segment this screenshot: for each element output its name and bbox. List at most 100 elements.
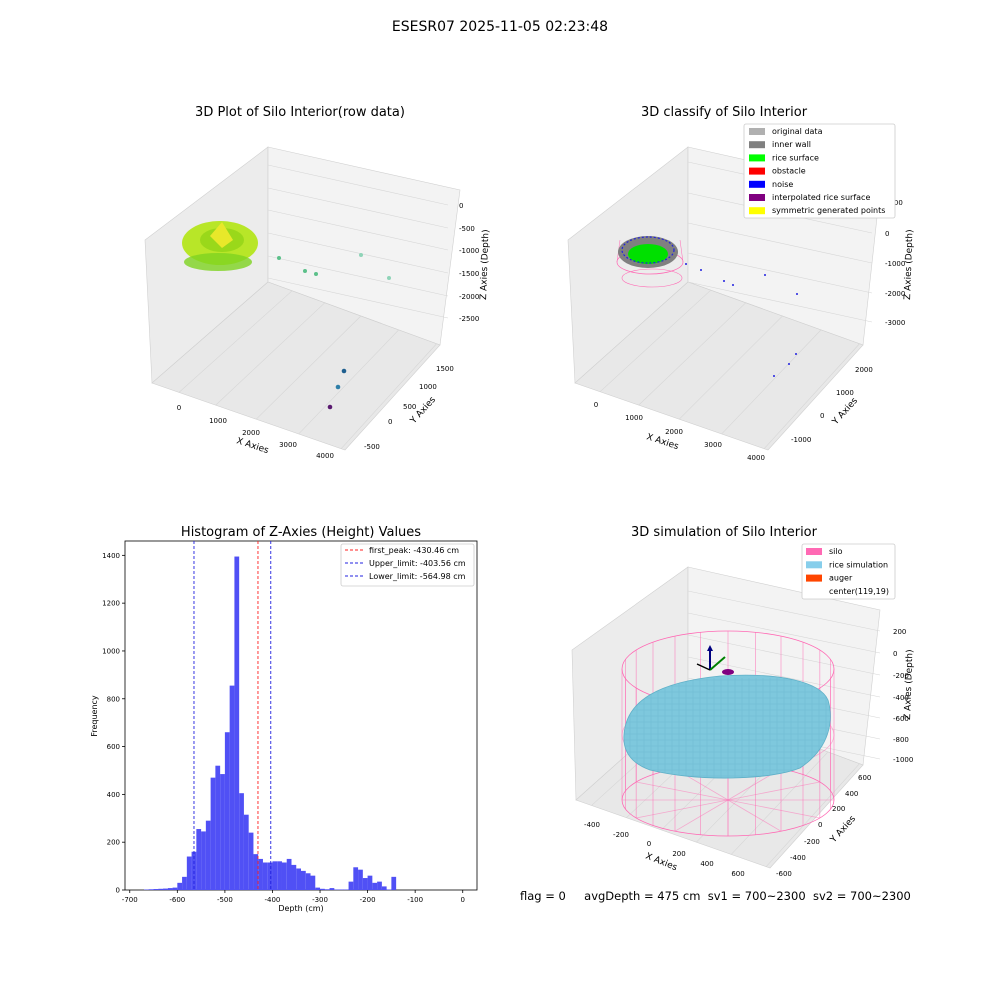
classify-x-tick-label: 0 <box>594 401 598 409</box>
classify-legend-swatch <box>749 167 765 175</box>
footer-sv2: sv2 = 700~2300 <box>812 889 911 903</box>
raw-pane-floor <box>151 281 441 451</box>
histogram-bar <box>296 868 301 890</box>
raw-x-tick-label: 3000 <box>279 441 297 449</box>
silo-spoke-line <box>636 781 729 801</box>
grid-line <box>687 656 881 698</box>
rice-simulation-surface <box>623 674 831 779</box>
classify-noise-point <box>723 280 725 282</box>
sim-legend-label: center(119,19) <box>829 587 889 596</box>
grid-line <box>298 329 399 435</box>
histogram-reference-lines <box>193 541 272 890</box>
histogram-bar <box>234 556 240 890</box>
histogram-bar <box>258 858 263 890</box>
panel-sim-title: 3D simulation of Silo Interior <box>631 525 818 540</box>
histogram-y-tick-label: 1400 <box>102 552 120 560</box>
silo-spoke-line <box>674 799 729 832</box>
grid-line <box>687 222 873 264</box>
classify-wire-side <box>679 239 684 263</box>
histogram-bar <box>172 887 178 890</box>
panel-raw-axes-box <box>144 146 461 451</box>
histogram-bar <box>158 888 164 890</box>
grid-line <box>340 343 437 449</box>
histogram-bar <box>196 829 202 890</box>
sim-legend-swatch <box>806 574 822 582</box>
histogram-y-tick-label: 1200 <box>102 600 120 608</box>
histogram-bar <box>372 882 378 890</box>
sim-z-axis-label: Z Axies (Depth) <box>903 649 915 720</box>
classify-noise-point <box>773 375 775 377</box>
panel-simulation-3d: 3D simulation of Silo Interior -400 -200 0… <box>571 525 915 878</box>
histogram-bar <box>215 765 221 890</box>
classify-legend-frame <box>743 123 896 219</box>
sim-x-ticks: -400 -200 0 200 400 600 <box>584 821 745 878</box>
histogram-plot-area <box>124 540 478 891</box>
classify-z-axis-label: Z Axies (Depth) <box>903 229 915 300</box>
raw-y-tick-label: 0 <box>388 418 392 426</box>
silo-spoke-line <box>727 781 820 801</box>
classify-noise-point <box>796 293 798 295</box>
grid-line <box>215 302 325 406</box>
histogram-y-tick-label: 400 <box>107 791 120 799</box>
histogram-bar <box>153 889 159 890</box>
figure-suptitle: ESESR07 2025-11-05 02:23:48 <box>392 19 608 35</box>
histogram-bar <box>362 878 368 890</box>
panel-classify-3d: 3D classify of Silo Interior 0 1000 2000 <box>567 105 915 462</box>
histogram-x-axis-label: Depth (cm) <box>278 904 323 913</box>
histogram-bar <box>267 862 273 890</box>
histogram-x-tick-label: -300 <box>312 896 328 904</box>
raw-scatter-point <box>277 256 281 260</box>
grid-line <box>687 634 881 676</box>
raw-z-tick-label: -1500 <box>459 270 479 278</box>
classify-noise-point <box>685 263 687 265</box>
classify-legend-label: obstacle <box>772 167 806 176</box>
histogram-bar <box>286 858 292 890</box>
raw-scatter-point <box>335 384 341 390</box>
auger-marker <box>722 669 734 675</box>
classify-x-tick-label: 3000 <box>704 441 722 449</box>
raw-scatter-point <box>341 368 347 374</box>
sim-z-tick-label: 0 <box>893 650 897 658</box>
panel-classify-title: 3D classify of Silo Interior <box>641 105 808 120</box>
sim-z-tick-label: 200 <box>893 628 906 636</box>
auger-z-arrowhead <box>707 645 713 651</box>
histogram-bar <box>177 882 183 890</box>
raw-x-tick-label: 4000 <box>316 452 334 460</box>
grid-line <box>679 315 783 420</box>
sim-z-ticks: 200 0 -200 -400 -600 -800 -1000 <box>893 628 913 764</box>
histogram-legend-label: Lower_limit: -564.98 cm <box>369 572 466 581</box>
sim-legend-label: auger <box>829 574 853 583</box>
histogram-bar <box>191 851 197 890</box>
histogram-bar <box>358 869 363 890</box>
histogram-bar <box>167 888 173 890</box>
classify-x-tick-label: 2000 <box>665 428 683 436</box>
grid-line <box>256 315 362 420</box>
raw-z-ticks: 0 -500 -1000 -1500 -2000 -2500 <box>459 202 479 323</box>
auger-glyph <box>696 645 734 675</box>
classify-z-tick-label: -2000 <box>885 290 905 298</box>
sim-x-tick-label: 0 <box>647 840 651 848</box>
histogram-bar <box>377 881 382 890</box>
raw-data-points <box>182 221 391 410</box>
histogram-bar <box>243 814 249 890</box>
footer-avg-depth: avgDepth = 475 cm <box>584 889 701 903</box>
histogram-x-tick-label: -100 <box>407 896 423 904</box>
grid-line <box>599 289 711 392</box>
grid-line <box>687 612 881 654</box>
classify-x-tick-label: 1000 <box>625 414 643 422</box>
raw-x-axis-label: X Axies <box>235 436 270 456</box>
histogram-y-ticks: 0 200 400 600 800 1000 1200 1400 <box>102 552 125 895</box>
histogram-bar <box>248 832 254 890</box>
sim-legend: silo rice simulation auger center(119,19) <box>801 543 896 600</box>
raw-y-tick-label: 500 <box>403 403 416 411</box>
histogram-bar <box>253 854 259 890</box>
rice-surface-mesh <box>624 678 830 779</box>
classify-noise-point <box>700 269 702 271</box>
silo-spoke-line <box>636 799 729 819</box>
histogram-bar <box>201 831 206 890</box>
sim-legend-frame <box>801 543 896 600</box>
histogram-legend-frame <box>340 543 475 587</box>
silo-spoke-line <box>727 799 820 819</box>
grid-line <box>267 209 449 251</box>
